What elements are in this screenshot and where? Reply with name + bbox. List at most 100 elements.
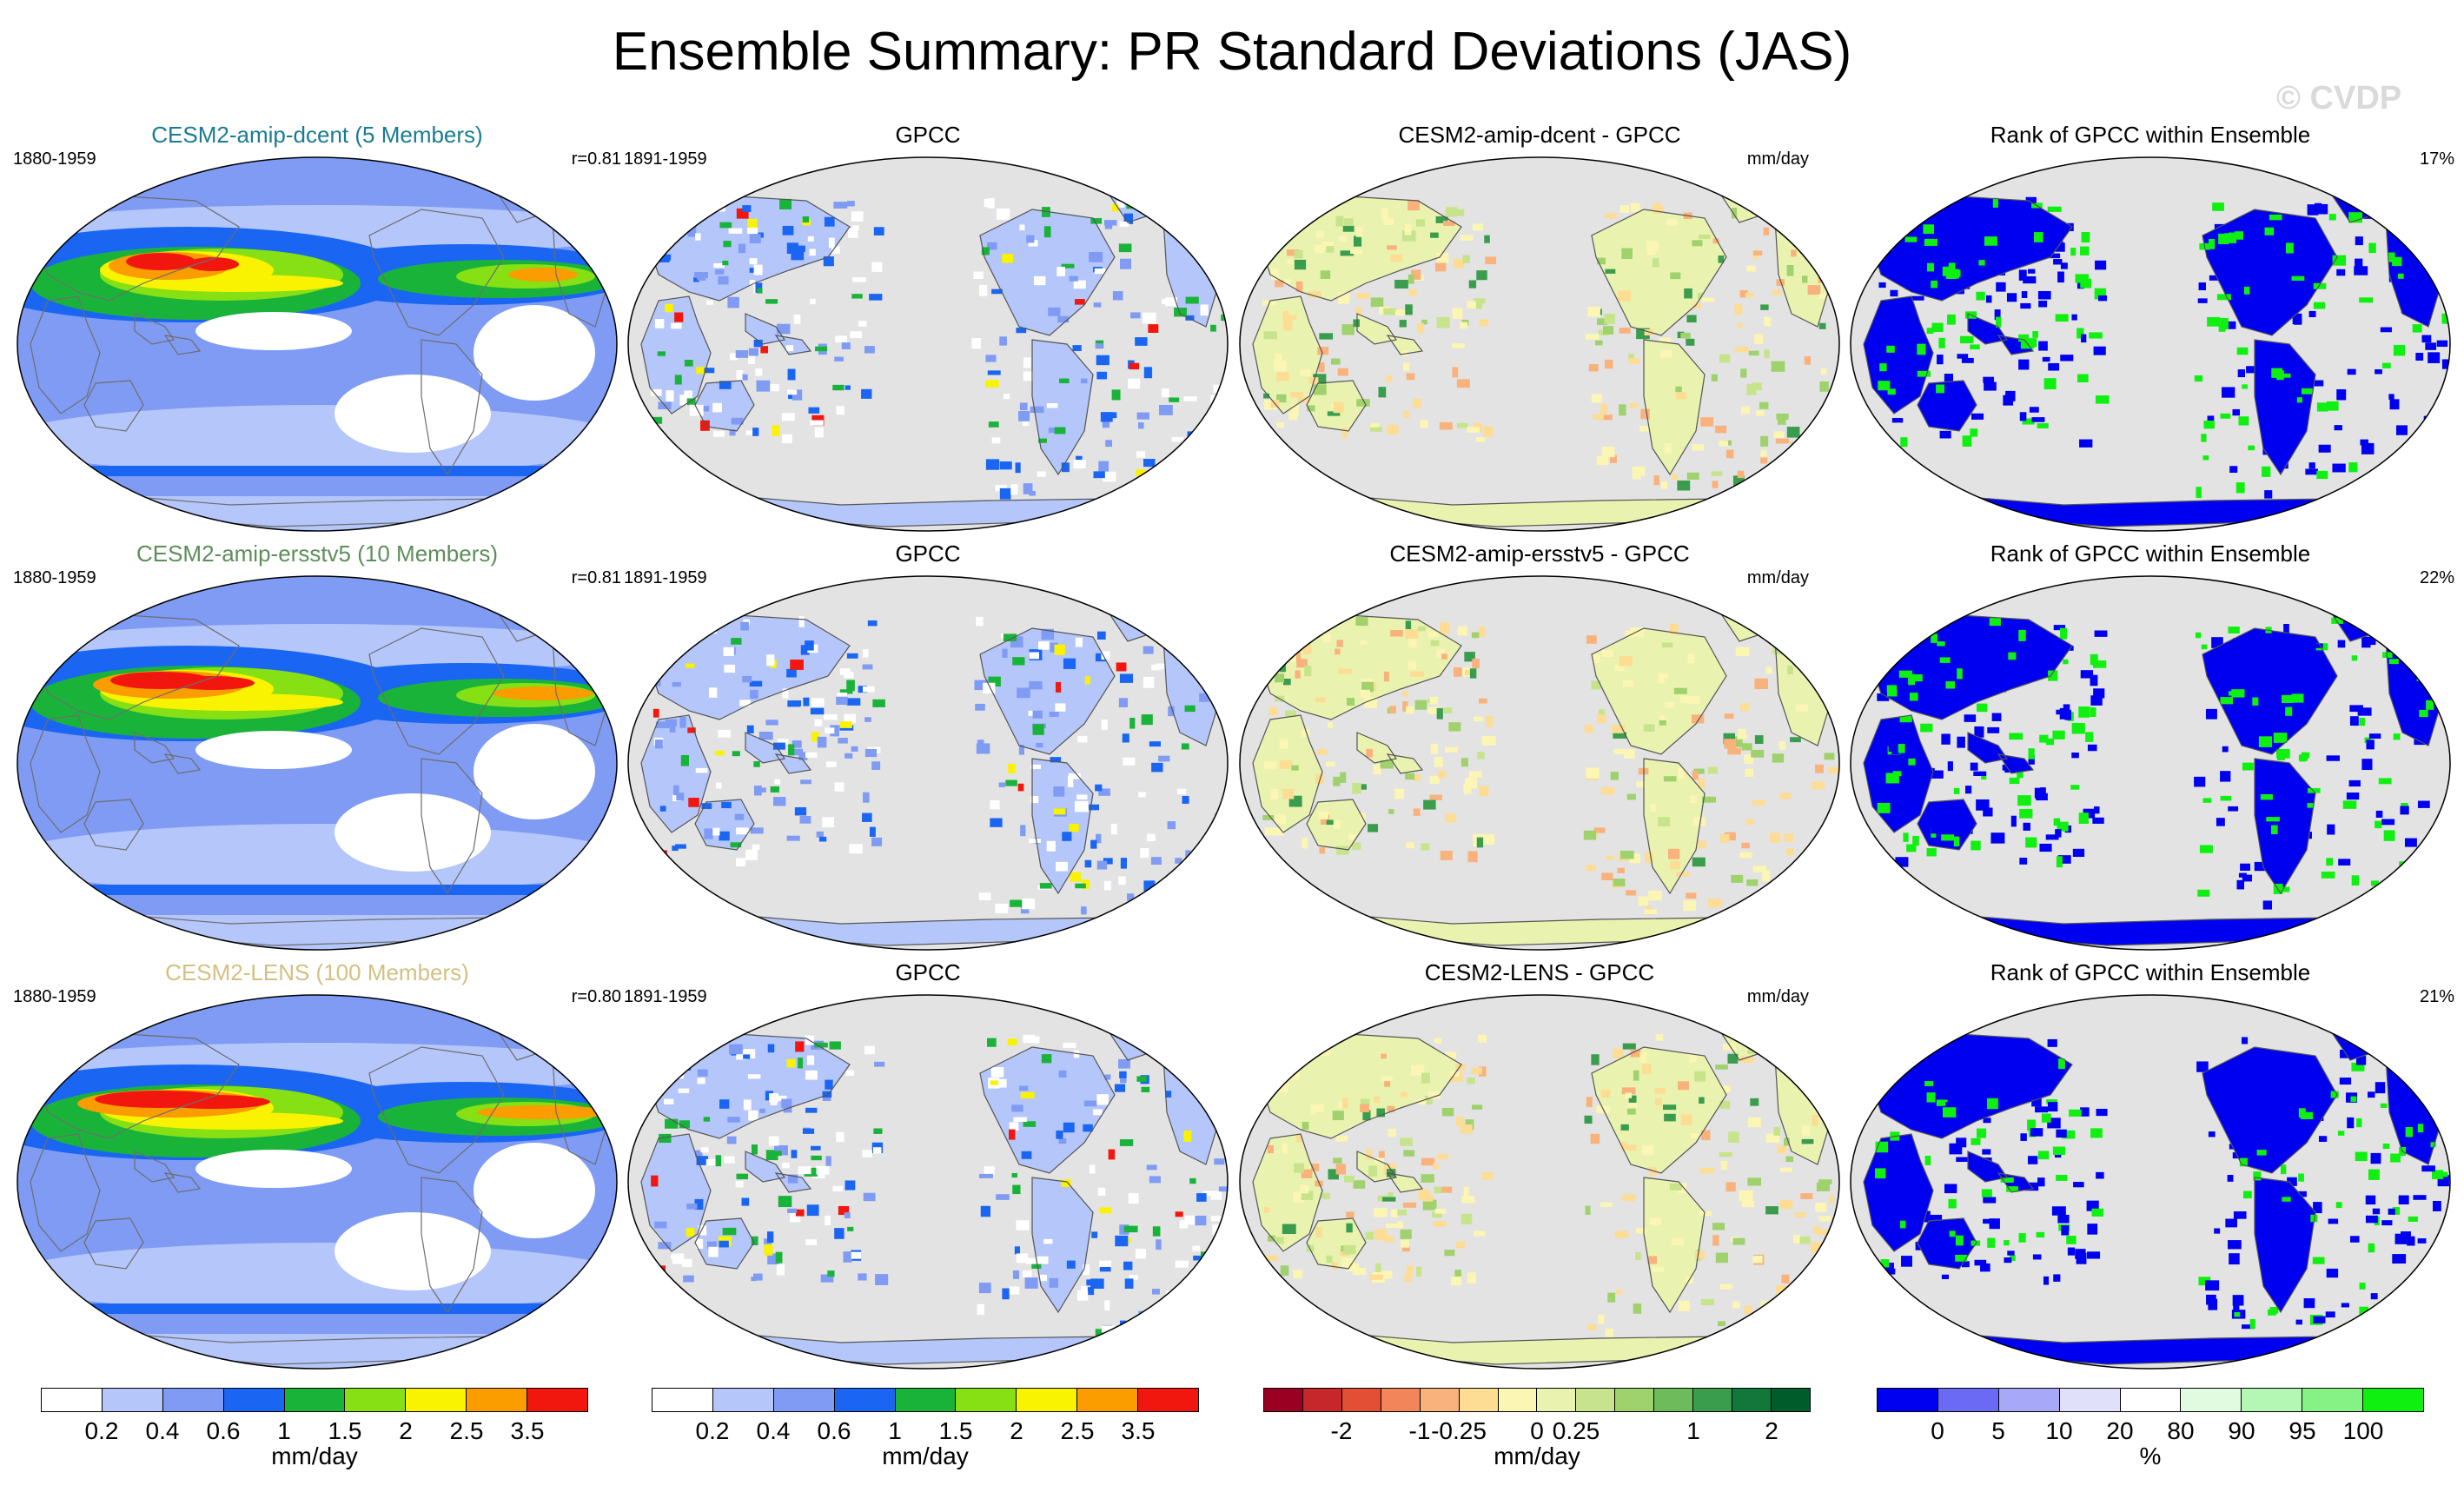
colorbar-box: [1341, 1389, 1381, 1411]
colorbar-tick-label: -2: [1330, 1417, 1353, 1444]
panel-rank-row3: Rank of GPCC within Ensemble 21%: [1846, 958, 2454, 1375]
diff-title: CESM2-amip-dcent - GPCC: [1398, 122, 1681, 148]
colorbar-box: [1017, 1389, 1078, 1411]
colorbar-tick-label: 2.5: [1060, 1417, 1095, 1444]
colorbar-box: [527, 1389, 588, 1411]
colorbar-tick-label: 2: [399, 1417, 413, 1444]
panel-ensemble-row3: CESM2-LENS (100 Members) 1880-1959 r=0.8…: [13, 958, 621, 1375]
colorbar-box: [1498, 1389, 1538, 1411]
colorbar-box: [345, 1389, 407, 1411]
ensemble-title: CESM2-LENS (100 Members): [165, 959, 469, 985]
colorbar-tick-label: 0.2: [84, 1417, 119, 1444]
colorbar-units: mm/day: [1494, 1443, 1580, 1469]
map-difference: [1239, 575, 1840, 951]
colorbar-box: [406, 1389, 467, 1411]
colorbar-box: [1654, 1389, 1694, 1411]
colorbar-difference: -2 -1 -0.25 0 0.25 1 2 mm/day: [1263, 1388, 1811, 1469]
colorbar-box: [1576, 1389, 1616, 1411]
colorbar-tick-label: 0: [1530, 1417, 1544, 1444]
colorbar-box: [1077, 1389, 1139, 1411]
colorbar-tick-label: 3.5: [510, 1417, 545, 1444]
panel-rank-row1: Rank of GPCC within Ensemble 17%: [1846, 120, 2454, 537]
colorbar-rank: 0 5 10 20 80 90 95 100 %: [1877, 1388, 2424, 1469]
panel-diff-row3: CESM2-LENS - GPCC mm/day: [1235, 958, 1844, 1375]
pattern-correlation: r=0.81: [571, 149, 621, 169]
colorbar-tick-label: 2: [1010, 1417, 1023, 1444]
colorbar-obs-std: 0.2 0.4 0.6 1 1.5 2 2.5 3.5 mm/day: [652, 1388, 1199, 1469]
map-border: [1850, 156, 2451, 532]
diff-units: mm/day: [1746, 568, 1809, 587]
precip-std-bands: [17, 624, 617, 950]
colorbar-tick-label: 2: [1765, 1417, 1778, 1444]
colorbar-units: mm/day: [271, 1443, 358, 1469]
cvdp-watermark: © CVDP: [2276, 80, 2402, 116]
map-ensemble-std: [17, 575, 618, 951]
colorbar-box: [1138, 1389, 1199, 1411]
obs-title: GPCC: [895, 541, 961, 567]
rank-title: Rank of GPCC within Ensemble: [1990, 122, 2311, 148]
colorbar-box: [2181, 1389, 2242, 1411]
colorbar-tick-label: 0.25: [1552, 1417, 1600, 1444]
map-border: [627, 575, 1229, 951]
colorbar-tick-label: 80: [2167, 1417, 2195, 1444]
colorbar-tick-label: 1: [277, 1417, 291, 1444]
colorbar-tick-label: 0.4: [145, 1417, 180, 1444]
colorbar-labels: 0.2 0.4 0.6 1 1.5 2 2.5 3.5: [652, 1412, 1199, 1444]
rank-title: Rank of GPCC within Ensemble: [1990, 541, 2311, 567]
colorbar-boxes: [1263, 1388, 1811, 1412]
colorbar-box: [42, 1389, 103, 1411]
diff-units: mm/day: [1746, 149, 1809, 169]
colorbar-box: [467, 1389, 528, 1411]
colorbar-units: mm/day: [882, 1443, 969, 1469]
obs-period: 1891-1959: [624, 568, 707, 587]
map-border: [17, 156, 618, 532]
panel-ensemble-row1: CESM2-amip-dcent (5 Members) 1880-1959 r…: [13, 120, 621, 537]
panel-obs-row2: GPCC 1891-1959: [624, 539, 1232, 956]
field-speckle: [1872, 196, 2450, 499]
colorbar-box: [1537, 1389, 1577, 1411]
colorbar-box: [834, 1389, 896, 1411]
colorbar-labels: 0.2 0.4 0.6 1 1.5 2 2.5 3.5: [41, 1412, 588, 1444]
colorbar-box: [223, 1389, 285, 1411]
colorbar-box: [1878, 1389, 1938, 1411]
colorbar-boxes: [41, 1388, 588, 1412]
colorbar-box: [1998, 1389, 2060, 1411]
obs-period: 1891-1959: [624, 987, 707, 1006]
colorbar-labels: -2 -1 -0.25 0 0.25 1 2: [1263, 1412, 1811, 1444]
precip-std-bands: [17, 205, 617, 531]
colorbar-tick-label: 5: [1991, 1417, 2005, 1444]
colorbar-box: [1420, 1389, 1460, 1411]
map-difference: [1239, 994, 1840, 1370]
colorbar-box: [2363, 1389, 2424, 1411]
diff-title: CESM2-amip-ersstv5 - GPCC: [1389, 541, 1690, 567]
colorbar-box: [1264, 1389, 1303, 1411]
obs-period: 1891-1959: [624, 149, 707, 169]
colorbar-box: [1771, 1389, 1810, 1411]
map-border: [1239, 994, 1840, 1370]
colorbar-tick-label: -0.25: [1431, 1417, 1487, 1444]
colorbar-box: [895, 1389, 957, 1411]
colorbar-tick-label: 0.2: [695, 1417, 730, 1444]
map-rank: [1850, 156, 2451, 532]
map-gpcc-std: [627, 156, 1229, 532]
figure-title: Ensemble Summary: PR Standard Deviations…: [612, 22, 1852, 82]
map-border: [1239, 575, 1840, 951]
map-border: [1850, 575, 2451, 951]
colorbar-tick-label: 1.5: [328, 1417, 362, 1444]
map-border: [17, 994, 618, 1370]
diff-units: mm/day: [1746, 987, 1809, 1006]
colorbar-box: [652, 1389, 713, 1411]
obs-title: GPCC: [895, 122, 961, 148]
land-field: [1864, 192, 2444, 527]
map-border: [627, 994, 1229, 1370]
colorbar-tick-label: 1: [1686, 1417, 1700, 1444]
colorbar-tick-label: 95: [2288, 1417, 2316, 1444]
colorbar-tick-label: 90: [2228, 1417, 2255, 1444]
colorbar-box: [284, 1389, 346, 1411]
ensemble-title: CESM2-amip-dcent (5 Members): [151, 122, 483, 148]
colorbar-tick-label: 1: [888, 1417, 902, 1444]
rank-percent: 22%: [2419, 568, 2454, 587]
colorbar-ensemble-std: 0.2 0.4 0.6 1 1.5 2 2.5 3.5 mm/day: [41, 1388, 588, 1469]
panel-obs-row1: GPCC 1891-1959: [624, 120, 1232, 537]
colorbar-box: [773, 1389, 835, 1411]
